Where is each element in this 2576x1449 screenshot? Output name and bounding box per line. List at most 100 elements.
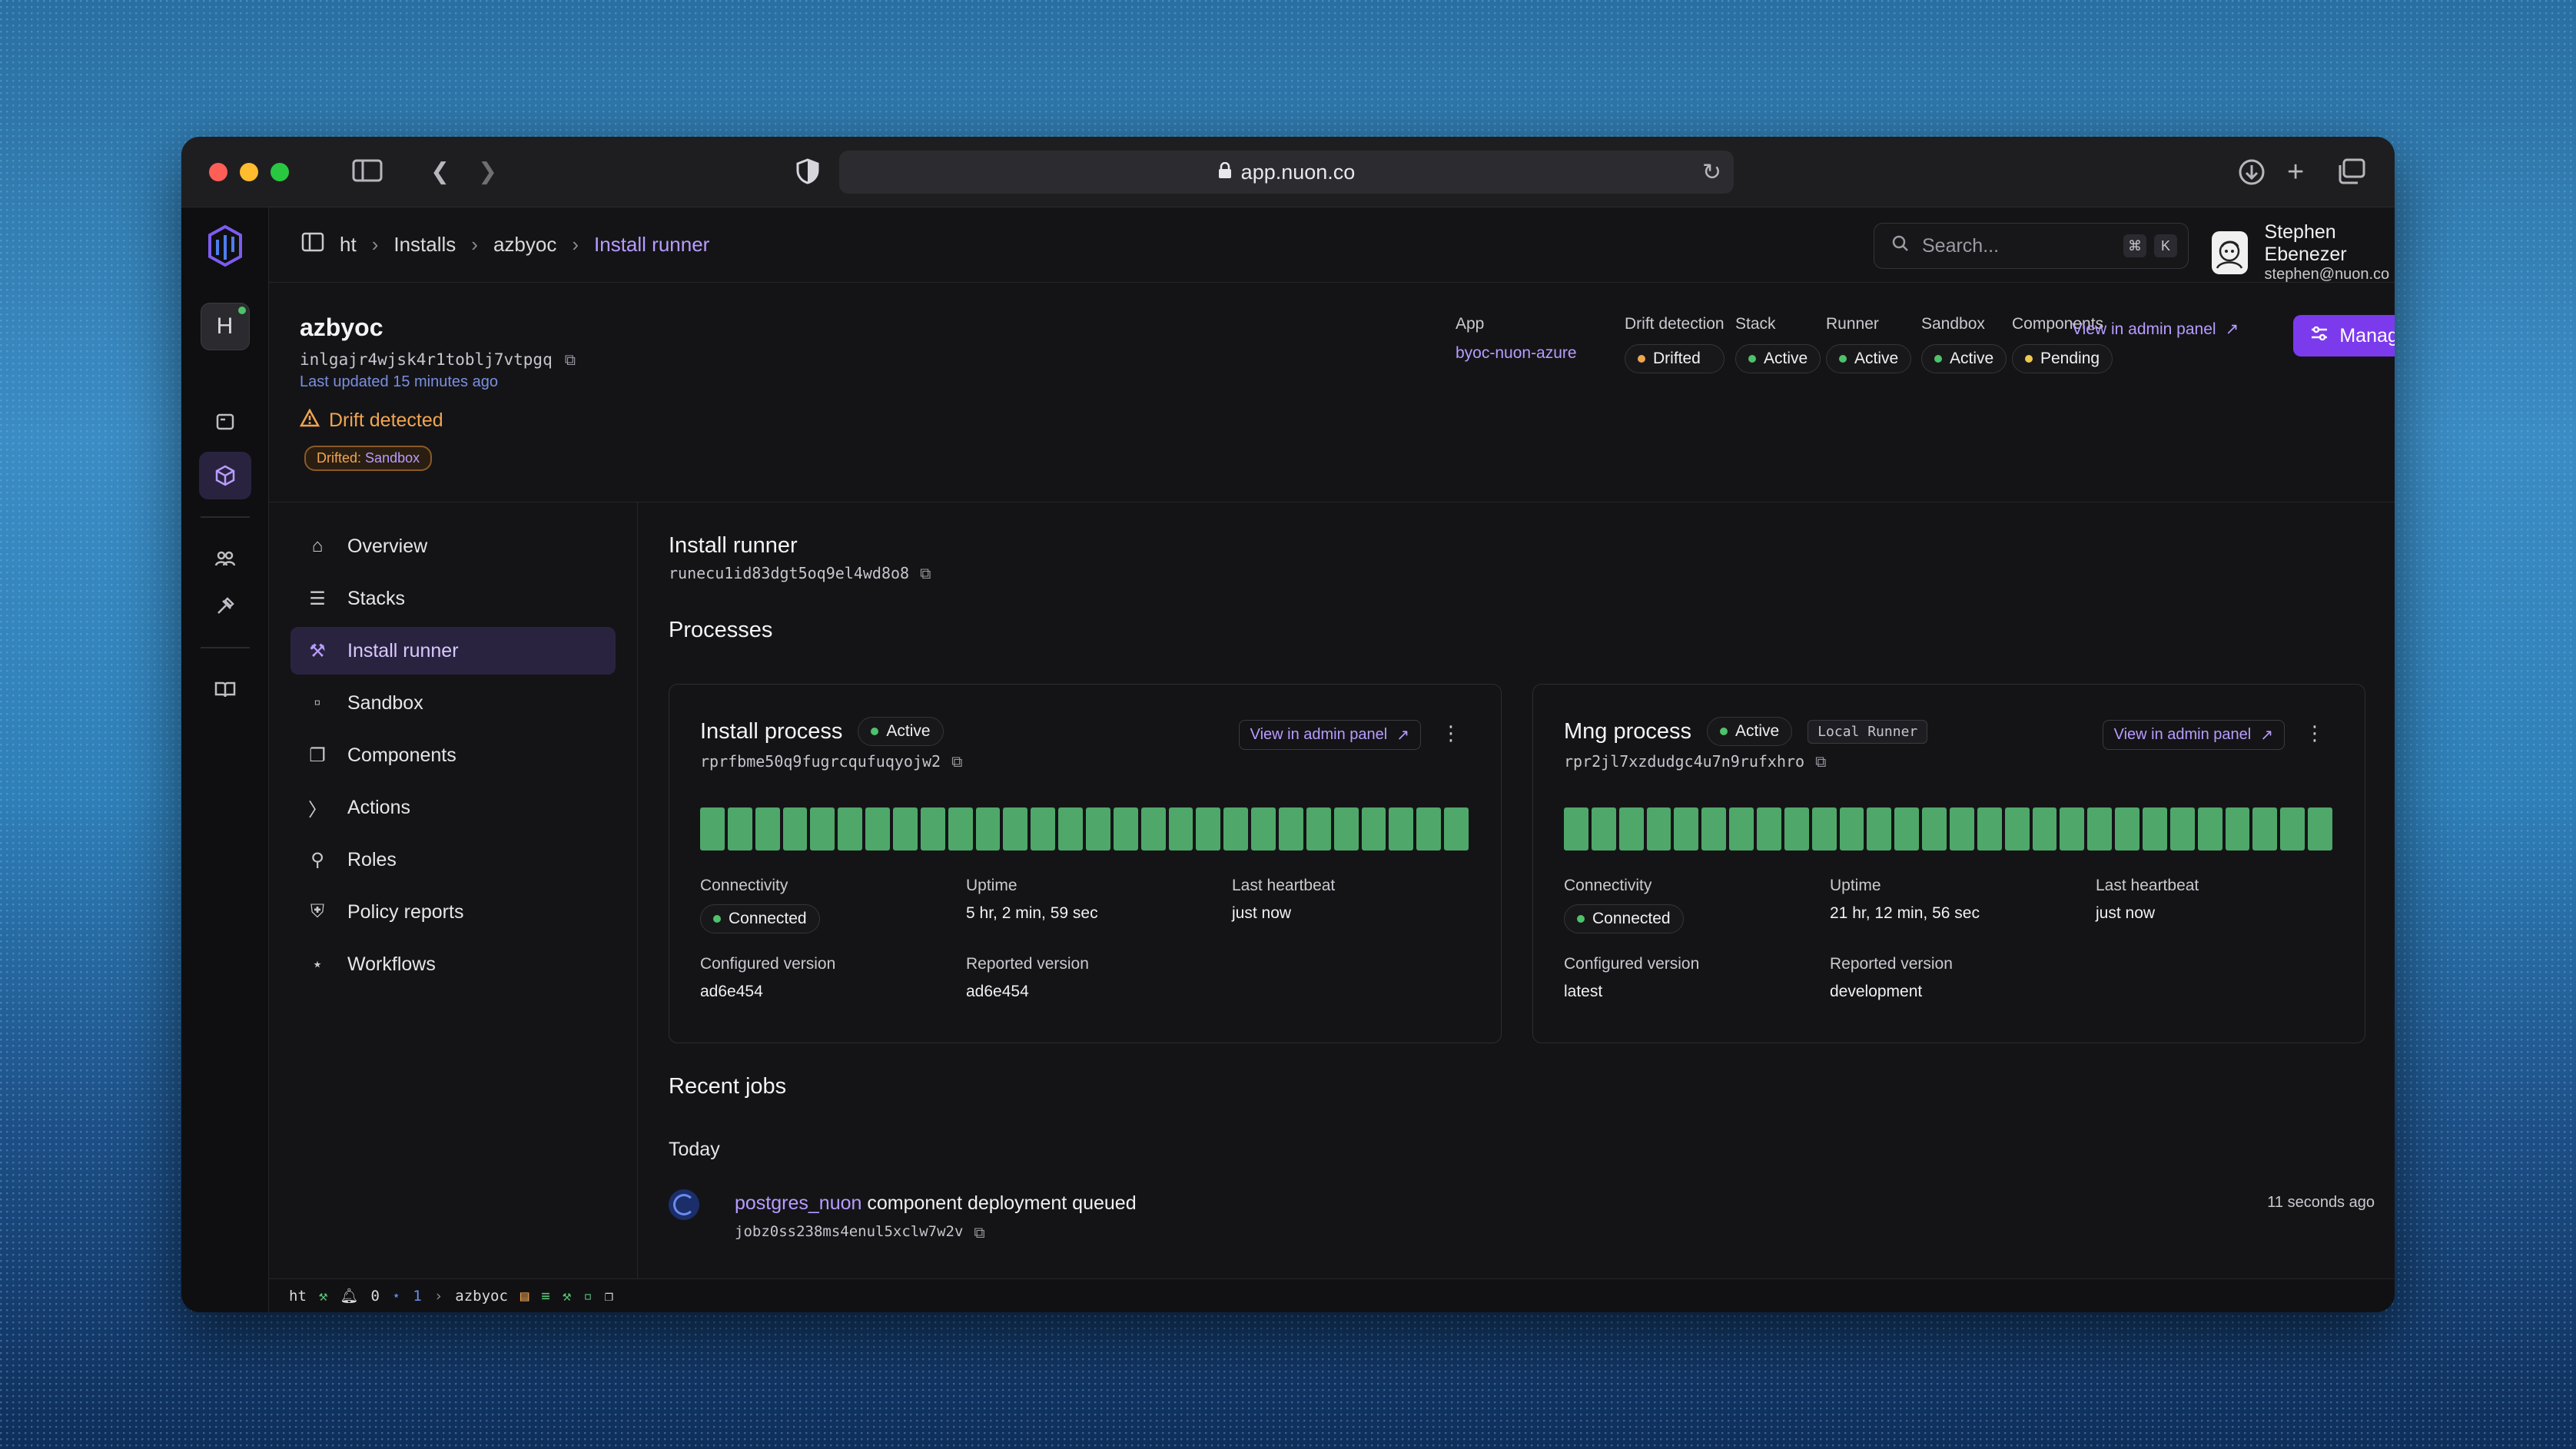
heartbeat-bar[interactable] — [2169, 807, 2195, 850]
heartbeat-bar[interactable] — [1729, 807, 1754, 850]
heartbeat-bar[interactable] — [1086, 807, 1110, 850]
copy-icon[interactable]: ⧉ — [920, 564, 931, 582]
view-in-admin-link[interactable]: View in admin panel ↗ — [2072, 320, 2239, 339]
sidebar-item-policy-reports[interactable]: ⛨ Policy reports — [290, 888, 616, 936]
heartbeat-bar[interactable] — [1361, 807, 1386, 850]
team-nav-icon[interactable] — [199, 535, 251, 582]
more-options-icon[interactable]: ⋮ — [1441, 721, 1461, 744]
heartbeat-bar[interactable] — [727, 807, 752, 850]
bell-icon[interactable]: 🔔︎ — [340, 1288, 359, 1305]
sidebar-item-stacks[interactable]: ☰ Stacks — [290, 575, 616, 622]
heartbeat-bar[interactable] — [948, 807, 973, 850]
heartbeat-bar[interactable] — [1058, 807, 1084, 850]
layers-icon[interactable]: ≡ — [541, 1287, 550, 1305]
manage-button[interactable]: Manage ⌄ — [2293, 315, 2395, 356]
workflow-icon[interactable]: ⋆ — [391, 1287, 401, 1305]
privacy-shield-icon[interactable] — [796, 158, 819, 191]
heartbeat-bar[interactable] — [1950, 807, 1974, 850]
heartbeat-bar[interactable] — [893, 807, 918, 850]
breadcrumb-org[interactable]: ht — [340, 233, 357, 256]
heartbeat-bar[interactable] — [1977, 807, 2002, 850]
heartbeat-bar[interactable] — [838, 807, 863, 850]
heartbeat-bar[interactable] — [782, 807, 808, 850]
back-arrow-icon[interactable]: ❮ — [430, 159, 450, 184]
more-options-icon[interactable]: ⋮ — [2305, 721, 2325, 744]
apps-nav-icon[interactable] — [199, 398, 251, 446]
heartbeat-bar[interactable] — [2004, 807, 2030, 850]
heartbeat-bar[interactable] — [1251, 807, 1276, 850]
nuon-logo-icon[interactable] — [205, 224, 245, 267]
heartbeat-bar[interactable] — [2252, 807, 2278, 850]
forward-arrow-icon[interactable]: ❯ — [478, 159, 498, 184]
sidebar-item-components[interactable]: ❐ Components — [290, 731, 616, 779]
view-in-admin-button[interactable]: View in admin panel ↗ — [2102, 720, 2285, 750]
heartbeat-bar[interactable] — [1564, 807, 1588, 850]
breadcrumb-install[interactable]: azbyoc — [493, 233, 557, 256]
file-icon[interactable]: ▤ — [520, 1287, 529, 1305]
app-link[interactable]: byoc-nuon-azure — [1456, 344, 1577, 362]
heartbeat-bar[interactable] — [2032, 807, 2057, 850]
heartbeat-bar[interactable] — [755, 807, 780, 850]
heartbeat-bar[interactable] — [2225, 807, 2250, 850]
heartbeat-bar[interactable] — [1618, 807, 1644, 850]
heartbeat-bar[interactable] — [1784, 807, 1809, 850]
org-avatar[interactable]: H — [200, 303, 250, 350]
sidebar-item-install-runner[interactable]: ⚒ Install runner — [290, 627, 616, 675]
heartbeat-bar[interactable] — [1894, 807, 1920, 850]
heartbeat-bar[interactable] — [1389, 807, 1414, 850]
heartbeat-bar[interactable] — [920, 807, 945, 850]
heartbeat-bar[interactable] — [1031, 807, 1056, 850]
heartbeat-bar[interactable] — [2060, 807, 2085, 850]
search-input[interactable]: Search... ⌘ K — [1874, 223, 2189, 269]
heartbeat-bar[interactable] — [865, 807, 891, 850]
copy-icon[interactable]: ⧉ — [951, 752, 963, 771]
maximize-window-button[interactable] — [271, 162, 289, 181]
heartbeat-bar[interactable] — [700, 807, 725, 850]
heartbeat-bar[interactable] — [1757, 807, 1781, 850]
heartbeat-bar[interactable] — [1839, 807, 1864, 850]
runner-icon[interactable]: ⚒ — [562, 1287, 572, 1305]
sidebar-item-roles[interactable]: ⚲ Roles — [290, 836, 616, 884]
sidebar-item-overview[interactable]: ⌂ Overview — [290, 522, 616, 570]
heartbeat-bar[interactable] — [1922, 807, 1947, 850]
heartbeat-bar[interactable] — [810, 807, 835, 850]
installs-nav-icon[interactable] — [198, 452, 251, 499]
reload-icon[interactable]: ↻ — [1701, 159, 1721, 185]
heartbeat-bar[interactable] — [2115, 807, 2140, 850]
heartbeat-bar[interactable] — [1333, 807, 1359, 850]
job-component-link[interactable]: postgres_nuon — [735, 1192, 862, 1214]
download-icon[interactable] — [2238, 158, 2266, 193]
sidebar-toggle-icon[interactable] — [352, 158, 383, 190]
heartbeat-bar[interactable] — [1674, 807, 1699, 850]
heartbeat-bar[interactable] — [1223, 807, 1249, 850]
status-org[interactable]: ht — [289, 1287, 307, 1305]
heartbeat-bar[interactable] — [1591, 807, 1616, 850]
heartbeat-bar[interactable] — [1646, 807, 1671, 850]
heartbeat-bar[interactable] — [2308, 807, 2333, 850]
heartbeat-bar[interactable] — [2197, 807, 2222, 850]
breadcrumb-installs[interactable]: Installs — [393, 233, 456, 256]
sandbox-icon[interactable]: ▫ — [583, 1287, 593, 1305]
heartbeat-bar[interactable] — [2143, 807, 2167, 850]
heartbeat-bar[interactable] — [1113, 807, 1138, 850]
heartbeat-bar[interactable] — [1140, 807, 1166, 850]
copy-icon[interactable]: ⧉ — [564, 350, 576, 369]
user-menu[interactable]: Stephen Ebenezer stephen@nuon.co ⌄ — [2212, 221, 2395, 284]
status-install[interactable]: azbyoc — [455, 1287, 508, 1305]
view-in-admin-button[interactable]: View in admin panel ↗ — [1238, 720, 1421, 750]
heartbeat-bar[interactable] — [1279, 807, 1303, 850]
address-bar[interactable]: app.nuon.co ↻ — [839, 151, 1734, 194]
heartbeat-bar[interactable] — [1867, 807, 1892, 850]
copy-icon[interactable]: ⧉ — [974, 1223, 985, 1242]
heartbeat-bar[interactable] — [1811, 807, 1837, 850]
heartbeat-bar[interactable] — [1416, 807, 1442, 850]
heartbeat-bar[interactable] — [1306, 807, 1331, 850]
heartbeat-bar[interactable] — [1444, 807, 1469, 850]
docs-nav-icon[interactable] — [199, 665, 251, 713]
sidebar-item-workflows[interactable]: ⋆ Workflows — [290, 940, 616, 988]
heartbeat-bar[interactable] — [1196, 807, 1221, 850]
heartbeat-bar[interactable] — [1701, 807, 1727, 850]
sidebar-item-sandbox[interactable]: ▫ Sandbox — [290, 679, 616, 727]
tabs-overview-icon[interactable] — [2338, 158, 2365, 191]
heartbeat-bar[interactable] — [2087, 807, 2113, 850]
